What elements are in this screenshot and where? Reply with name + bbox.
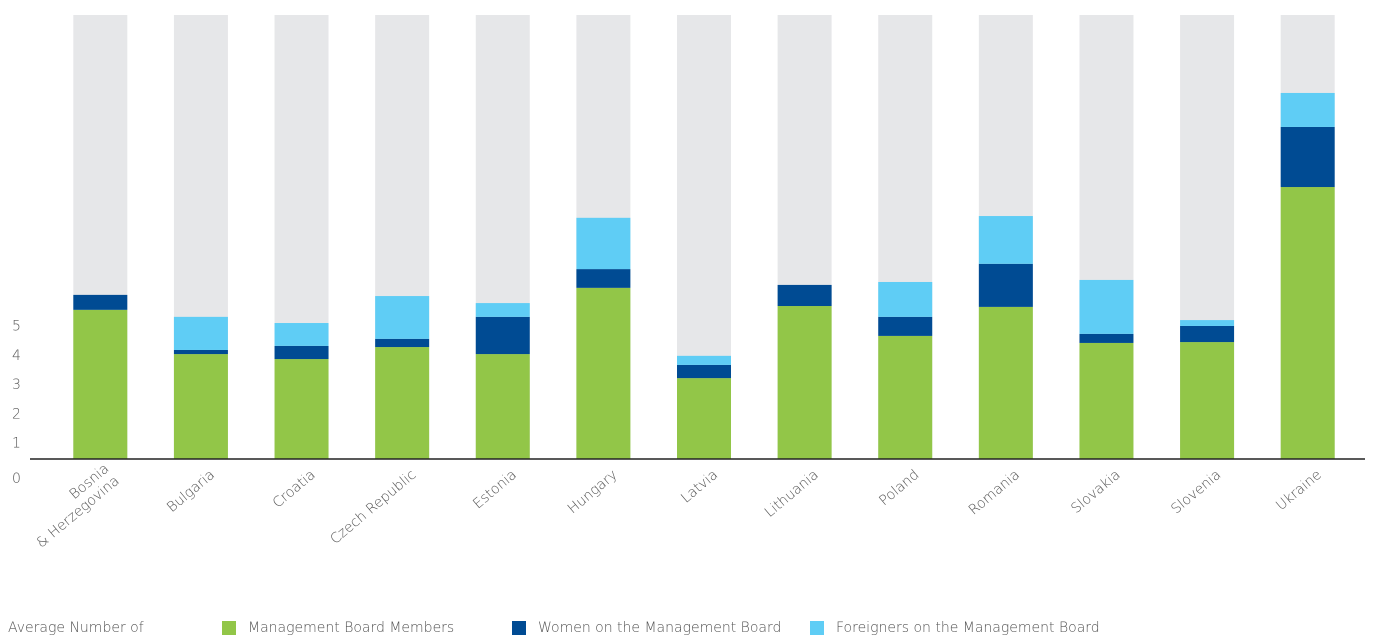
x-tick-label: Bosnia& Herzegovina bbox=[23, 461, 122, 552]
bar-segment bbox=[978, 216, 1033, 264]
bar-segment bbox=[677, 378, 731, 459]
x-tick-label-line: Slovenia bbox=[1168, 467, 1224, 518]
x-tick-label-line: Romania bbox=[966, 467, 1023, 519]
bar-segment bbox=[274, 323, 329, 346]
x-tick-label-line: Poland bbox=[876, 467, 922, 509]
x-tick-label-line: Lithuania bbox=[762, 467, 822, 521]
x-tick-label: Croatia bbox=[270, 467, 319, 512]
y-tick-label: 5 bbox=[12, 318, 21, 334]
bar-segment bbox=[475, 354, 530, 459]
bar-segment bbox=[878, 335, 933, 459]
y-tick-label: 2 bbox=[12, 406, 21, 422]
bar-segment bbox=[777, 284, 832, 307]
x-tick-label-line: Slovakia bbox=[1068, 467, 1123, 517]
legend-swatch bbox=[810, 621, 824, 635]
x-tick-label: Slovenia bbox=[1168, 467, 1224, 518]
bar-segment bbox=[1079, 342, 1134, 459]
bar-segment bbox=[73, 309, 128, 459]
bar-segment bbox=[1280, 92, 1335, 127]
x-tick-label-line: Latvia bbox=[678, 467, 721, 507]
legend-label: Foreigners on the Management Board bbox=[836, 620, 1100, 636]
legend-swatch bbox=[222, 621, 236, 635]
bar-segment bbox=[375, 338, 430, 348]
x-tick-label: Ukraine bbox=[1273, 467, 1325, 514]
bar-segment bbox=[173, 316, 228, 350]
bar-segment bbox=[677, 364, 731, 379]
bar-segment bbox=[274, 345, 329, 360]
bar-segment bbox=[777, 306, 832, 459]
bar-segment bbox=[375, 347, 430, 459]
x-tick-label-line: Estonia bbox=[470, 467, 520, 512]
x-tick-label: Lithuania bbox=[762, 467, 822, 521]
x-tick-label-line: Czech Republic bbox=[327, 467, 419, 548]
x-tick-label: Latvia bbox=[678, 467, 721, 507]
bar-segment bbox=[73, 294, 128, 310]
bar-segment bbox=[475, 316, 530, 355]
bar-segment bbox=[1280, 126, 1335, 188]
x-tick-label: Czech Republic bbox=[327, 467, 419, 548]
x-tick-label-line: Hungary bbox=[565, 467, 621, 517]
legend-label: Women on the Management Board bbox=[538, 620, 781, 636]
legend-label: Management Board Members bbox=[248, 620, 454, 636]
x-tick-label: Romania bbox=[966, 467, 1023, 519]
bar-segment bbox=[978, 263, 1033, 307]
y-tick-label: 0 bbox=[12, 471, 21, 487]
bar-segment bbox=[576, 217, 631, 270]
bar-segment bbox=[576, 287, 631, 459]
bar-segment bbox=[1180, 325, 1235, 343]
x-tick-label: Bulgaria bbox=[164, 467, 218, 516]
x-tick-label: Poland bbox=[876, 467, 922, 509]
bar-segment bbox=[1079, 333, 1134, 343]
bar-segment bbox=[375, 296, 430, 339]
bar-segment bbox=[978, 306, 1033, 459]
bar-segment bbox=[173, 354, 228, 459]
bar-segment bbox=[878, 316, 933, 336]
bar-segment bbox=[1079, 279, 1134, 334]
bar-segment bbox=[1180, 342, 1235, 459]
bar-segment bbox=[1280, 187, 1335, 459]
legend-title: Average Number of bbox=[8, 620, 144, 636]
bar-segment bbox=[1180, 320, 1235, 326]
bar-segment bbox=[677, 355, 731, 365]
x-tick-label: Estonia bbox=[470, 467, 520, 512]
bar-segment bbox=[274, 359, 329, 459]
x-tick-label: Hungary bbox=[565, 467, 621, 517]
x-tick-label-line: Ukraine bbox=[1273, 467, 1325, 514]
bar-segment bbox=[576, 269, 631, 288]
x-tick-label-line: Croatia bbox=[270, 467, 319, 512]
y-tick-label: 4 bbox=[12, 348, 21, 364]
bar-segment bbox=[878, 281, 933, 317]
legend-swatch bbox=[512, 621, 526, 635]
x-tick-label: Slovakia bbox=[1068, 467, 1123, 517]
y-tick-label: 3 bbox=[12, 377, 21, 393]
x-tick-label-line: Bulgaria bbox=[164, 467, 218, 516]
bar-segment bbox=[475, 303, 530, 317]
bar-segment bbox=[173, 349, 228, 355]
y-tick-label: 1 bbox=[12, 436, 21, 452]
